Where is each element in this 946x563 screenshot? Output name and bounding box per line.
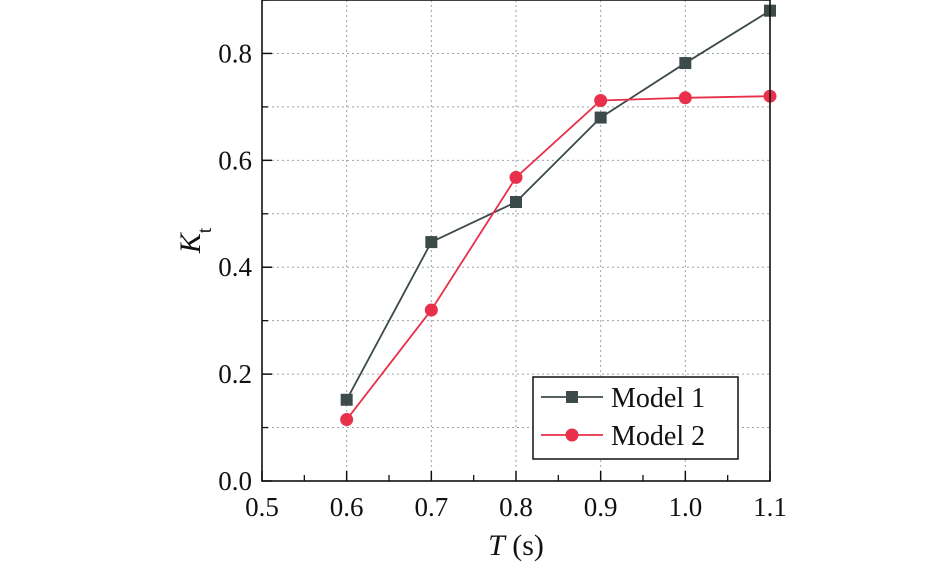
- series-1-point: [510, 196, 522, 209]
- x-tick-label: 0.5: [245, 492, 279, 522]
- x-tick-label: 0.9: [584, 492, 618, 522]
- x-tick-label: 0.8: [499, 492, 533, 522]
- y-tick-label: 0.4: [218, 252, 252, 282]
- y-axis-var: K: [174, 231, 207, 254]
- x-tick-label: 0.6: [330, 492, 364, 522]
- x-axis-var: T: [488, 529, 507, 562]
- ticks: 0.5 0.6 0.7 0.8 0.9 1.0 1.1 0.0 0.2 0.4 0.6 0.8: [218, 0, 787, 522]
- legend-swatch-marker: [566, 391, 578, 403]
- legend-label: Model 2: [611, 421, 705, 452]
- series-1: [340, 4, 776, 406]
- x-axis-unit: (s): [505, 529, 544, 562]
- series-2: [340, 89, 777, 427]
- series-2-point: [340, 413, 354, 427]
- series-2-line: [345, 95, 771, 421]
- series-layer: [340, 4, 777, 427]
- series-2-point: [594, 93, 608, 107]
- series-1-point: [679, 57, 692, 70]
- series-2-point: [509, 170, 523, 184]
- x-tick-label: 0.7: [414, 492, 448, 522]
- legend-box: [532, 376, 739, 460]
- x-tick-label: 1.1: [753, 492, 787, 522]
- series-2-point: [424, 303, 438, 317]
- legend-label: Model 1: [611, 383, 705, 414]
- y-axis-sub: t: [194, 227, 216, 233]
- x-axis-title: T (s): [488, 529, 544, 562]
- y-tick-label: 0.0: [218, 466, 252, 496]
- legend: Model 1 Model 2: [532, 376, 739, 460]
- x-tick-label: 1.0: [668, 492, 702, 522]
- series-1-point: [340, 393, 353, 406]
- series-1-point: [425, 236, 438, 249]
- legend-swatch-marker: [565, 428, 579, 442]
- y-axis-title: Kt: [174, 227, 216, 254]
- series-2-point: [678, 91, 692, 105]
- y-tick-label: 0.2: [218, 359, 252, 389]
- series-1-point: [594, 111, 607, 124]
- series-1-line: [345, 9, 771, 401]
- y-tick-label: 0.6: [218, 145, 252, 175]
- y-tick-label: 0.8: [218, 38, 252, 68]
